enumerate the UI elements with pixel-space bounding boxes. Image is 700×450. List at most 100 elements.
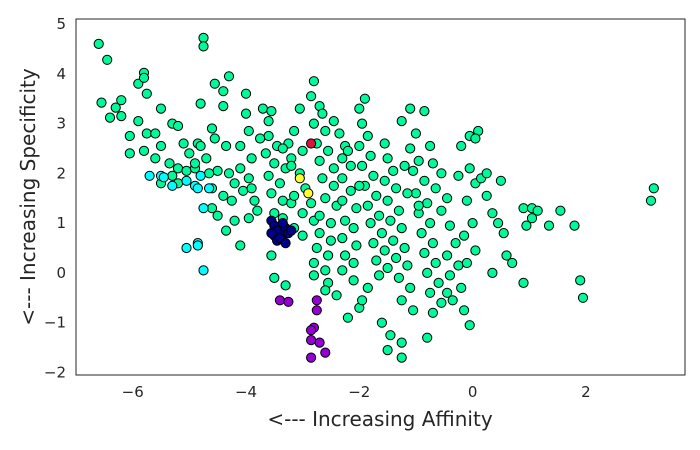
- data-point: [181, 242, 192, 254]
- data-point: [368, 170, 379, 181]
- data-point: [422, 198, 433, 209]
- data-point: [150, 128, 161, 139]
- data-point: [425, 287, 436, 298]
- data-point: [467, 218, 478, 229]
- y-tick-label: −2: [44, 364, 66, 382]
- data-point: [340, 215, 351, 226]
- data-point: [198, 32, 209, 44]
- data-point: [385, 330, 396, 341]
- data-point: [396, 352, 407, 363]
- data-point: [569, 220, 580, 231]
- y-axis-label: <--- Increasing Specificity: [16, 68, 40, 326]
- data-point: [155, 140, 167, 152]
- data-point: [158, 172, 169, 183]
- data-point: [306, 335, 317, 346]
- data-point: [575, 275, 586, 286]
- data-point: [235, 240, 246, 251]
- data-point: [124, 130, 135, 142]
- data-point: [189, 158, 201, 169]
- data-point: [408, 305, 419, 316]
- data-point: [342, 312, 353, 323]
- data-point: [402, 188, 413, 199]
- data-point: [501, 250, 512, 261]
- data-point: [427, 307, 438, 318]
- data-point: [405, 103, 416, 114]
- data-point: [192, 240, 203, 251]
- data-point: [470, 245, 481, 256]
- data-point: [235, 163, 246, 174]
- data-point: [487, 208, 498, 219]
- data-point: [249, 195, 260, 206]
- data-point: [167, 180, 178, 191]
- data-point: [238, 185, 249, 196]
- data-point: [577, 292, 589, 303]
- data-point: [209, 78, 220, 89]
- data-point: [555, 205, 566, 216]
- data-point: [354, 180, 365, 191]
- data-point: [337, 173, 348, 184]
- x-tick-label: 0: [468, 383, 478, 401]
- data-point: [150, 153, 161, 164]
- data-point: [212, 165, 223, 176]
- data-point: [391, 252, 402, 264]
- data-point: [229, 215, 240, 226]
- data-point: [357, 295, 368, 306]
- data-point: [382, 345, 393, 356]
- data-point: [436, 297, 447, 308]
- data-point: [240, 108, 252, 119]
- data-point: [461, 257, 472, 269]
- data-point: [518, 277, 529, 288]
- data-point: [348, 223, 359, 234]
- data-point: [294, 103, 305, 114]
- data-point: [308, 76, 319, 87]
- y-axis-ticks: −2 −1 0 1 2 3 4 5: [44, 15, 66, 382]
- data-point: [320, 193, 331, 204]
- data-point: [314, 210, 325, 221]
- data-point: [507, 257, 518, 269]
- data-point: [382, 195, 393, 206]
- data-point: [252, 205, 263, 216]
- data-point: [116, 95, 127, 106]
- y-tick-label: 3: [56, 115, 66, 133]
- data-point: [334, 128, 345, 139]
- data-point: [362, 130, 373, 142]
- data-point: [246, 153, 257, 164]
- data-point: [495, 175, 506, 186]
- data-point: [453, 170, 464, 181]
- data-point: [459, 230, 470, 241]
- data-point: [379, 175, 390, 186]
- data-point: [422, 267, 433, 278]
- data-point: [379, 245, 390, 256]
- data-point: [286, 160, 297, 171]
- data-point: [240, 88, 252, 99]
- data-point: [393, 205, 404, 216]
- data-point: [280, 238, 291, 249]
- data-point: [314, 228, 325, 239]
- data-point: [374, 210, 385, 221]
- data-point: [371, 190, 382, 201]
- data-point: [648, 183, 659, 194]
- data-point: [277, 195, 288, 206]
- data-point: [266, 228, 277, 239]
- data-point: [133, 116, 144, 127]
- data-point: [328, 163, 339, 174]
- data-point: [221, 140, 232, 152]
- data-point: [337, 265, 348, 276]
- y-tick-label: 4: [56, 65, 66, 83]
- data-point: [277, 143, 288, 154]
- data-point: [303, 188, 314, 199]
- data-point: [124, 148, 135, 159]
- data-point: [518, 203, 529, 214]
- data-point: [263, 116, 274, 127]
- data-point: [396, 295, 407, 306]
- data-point: [396, 337, 407, 348]
- data-point: [456, 140, 467, 152]
- data-point: [141, 88, 152, 99]
- data-point: [323, 250, 334, 261]
- data-point: [481, 168, 492, 179]
- data-point: [399, 160, 410, 171]
- data-point: [413, 200, 424, 211]
- x-axis-ticks: −6 −4 −2 0 2: [122, 383, 591, 401]
- data-point: [422, 332, 433, 343]
